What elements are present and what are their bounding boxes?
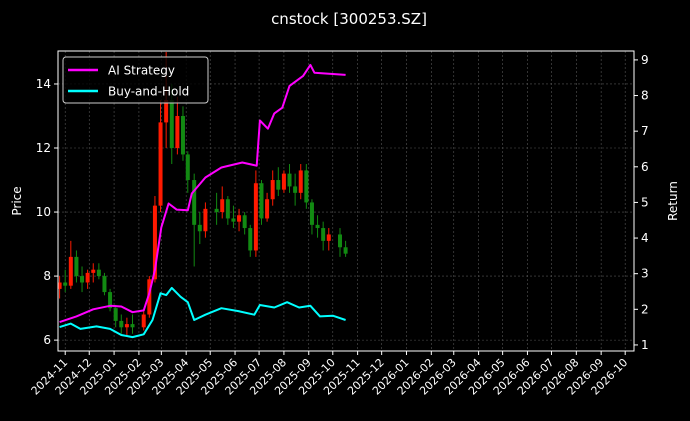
candle-body xyxy=(108,292,113,309)
candle-body xyxy=(147,279,152,315)
y-tick-label-left: 14 xyxy=(36,77,51,91)
candle-body xyxy=(197,224,202,232)
y-tick-label-left: 12 xyxy=(36,141,51,155)
y-axis-label-right: Return xyxy=(666,181,680,221)
candle-body xyxy=(248,228,253,251)
y-tick-label-left: 8 xyxy=(43,269,51,283)
legend-label-bh: Buy-and-Hold xyxy=(108,85,189,99)
candle-body xyxy=(80,276,85,283)
candle-body xyxy=(214,208,219,213)
candle-body xyxy=(124,324,129,328)
candle-body xyxy=(225,199,230,219)
candle-body xyxy=(113,308,118,321)
candle-body xyxy=(169,99,174,149)
candle-body xyxy=(152,205,157,280)
candle-body xyxy=(253,183,258,251)
candle-body xyxy=(293,186,298,193)
y-tick-label-right: 2 xyxy=(641,302,649,316)
candle-body xyxy=(164,99,169,123)
candle-body xyxy=(96,269,101,277)
candle-body xyxy=(74,256,79,277)
candle-body xyxy=(91,269,96,273)
candle-body xyxy=(321,228,326,241)
legend-label-ai: AI Strategy xyxy=(108,64,175,78)
ai-strategy-line xyxy=(59,63,346,324)
candles xyxy=(57,51,348,337)
candle-body xyxy=(192,180,197,225)
candle-body xyxy=(231,218,236,222)
candle-body xyxy=(309,202,314,225)
candle-body xyxy=(119,320,124,328)
y-tick-label-right: 4 xyxy=(641,231,649,245)
candle-body xyxy=(304,170,309,203)
y-tick-label-right: 7 xyxy=(641,124,649,138)
legend-box xyxy=(62,56,209,104)
buy-and-hold-line xyxy=(59,286,346,339)
legend: AI Strategy Buy-and-Hold xyxy=(62,56,209,104)
candle-body xyxy=(68,256,73,286)
x-axis: 2024-112024-122025-012025-022025-032025-… xyxy=(29,351,630,398)
y-axis-label-left: Price xyxy=(10,186,24,215)
candle-body xyxy=(141,314,146,328)
candle-body xyxy=(175,115,180,149)
y-axis-left: 6 8 10 12 14 xyxy=(36,77,58,347)
candle-body xyxy=(237,215,242,222)
candle-body xyxy=(326,234,331,241)
candle-body xyxy=(259,183,264,219)
candle-body xyxy=(130,324,135,328)
series-lines xyxy=(59,63,346,339)
candle-body xyxy=(158,122,163,206)
candle-body xyxy=(185,154,190,181)
candle-body xyxy=(180,115,185,155)
candle-body xyxy=(298,170,303,193)
candle-body xyxy=(203,208,208,232)
candle-body xyxy=(265,199,270,219)
y-tick-label-right: 5 xyxy=(641,195,649,209)
plot-frame xyxy=(57,50,635,352)
y-tick-label-right: 8 xyxy=(641,89,649,103)
y-tick-label-right: 9 xyxy=(641,53,649,67)
candle-body xyxy=(315,224,320,229)
y-tick-label-right: 6 xyxy=(641,160,649,174)
candle-body xyxy=(242,215,247,229)
y-axis-right: 1 2 3 4 5 6 7 8 9 xyxy=(634,53,649,352)
candle-body xyxy=(57,282,62,289)
candle-body xyxy=(85,272,90,283)
candle-body xyxy=(102,276,107,293)
candle-body xyxy=(281,173,286,190)
candle-body xyxy=(337,234,342,248)
y-tick-label-left: 6 xyxy=(43,333,51,347)
candle-body xyxy=(220,199,225,213)
candle-body xyxy=(343,247,348,254)
y-tick-label-right: 3 xyxy=(641,267,649,281)
chart-title: cnstock [300253.SZ] xyxy=(271,10,427,28)
candle-body xyxy=(63,282,68,286)
candle-body xyxy=(270,180,275,200)
y-tick-label-left: 10 xyxy=(36,205,51,219)
y-tick-label-right: 1 xyxy=(641,338,649,352)
candle-body xyxy=(287,173,292,187)
candle-body xyxy=(276,180,281,190)
